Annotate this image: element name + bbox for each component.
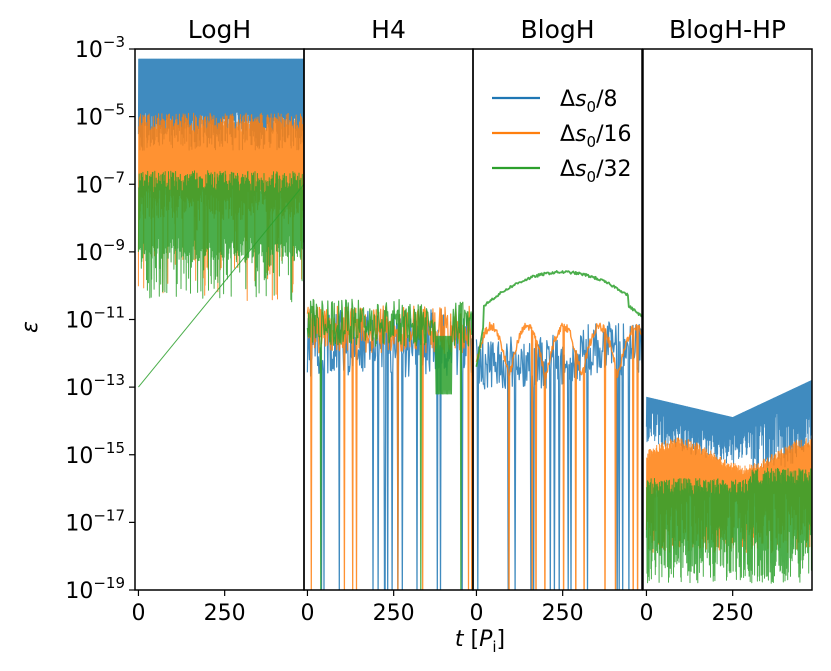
y-tick-label: 10−13 — [65, 371, 125, 401]
legend-label: Δs0/16 — [560, 122, 631, 151]
y-tick-label: 10−15 — [65, 439, 125, 469]
x-tick-label: 250 — [712, 601, 754, 626]
panel-title: BlogH-HP — [669, 15, 786, 44]
axes-layer — [129, 48, 813, 596]
series-H4-ds32 — [306, 298, 473, 590]
legend-label: Δs0/8 — [560, 87, 618, 116]
x-tick-label: 250 — [204, 601, 246, 626]
x-tick-label: 0 — [131, 601, 145, 626]
y-tick-label: 10−5 — [75, 101, 125, 131]
legend-label: Δs0/32 — [560, 157, 631, 186]
x-tick-label: 0 — [469, 601, 483, 626]
text-layer: LogH 0 250 H4 0 250 BlogH 0 250 BlogH-HP 0 250 10−3 1… — [18, 15, 786, 656]
series-BlogH-HP-ds8 — [645, 380, 812, 483]
x-tick-label: 250 — [373, 601, 415, 626]
legend-entry: Δs0/16 — [492, 122, 631, 151]
panel-title: BlogH — [520, 15, 594, 44]
x-tick-label: 0 — [300, 601, 314, 626]
axes-frame-BlogH-HP — [642, 48, 813, 591]
y-tick-label: 10−17 — [65, 506, 125, 536]
series-BlogH-ds32 — [475, 270, 642, 367]
series-BlogH-HP-ds32 — [645, 467, 812, 584]
y-tick-label: 10−19 — [65, 574, 125, 604]
x-tick-label: 250 — [542, 601, 584, 626]
y-tick-label: 10−7 — [75, 168, 125, 198]
series-LogH-ds32 — [137, 170, 304, 303]
y-tick-label: 10−3 — [75, 33, 125, 63]
panel-title: LogH — [188, 15, 251, 44]
series-BlogH-ds16 — [475, 321, 642, 590]
series-BlogH-ds8 — [475, 321, 642, 590]
y-tick-label: 10−9 — [75, 236, 125, 266]
y-axis-label: ε — [18, 321, 43, 333]
y-tick-label: 10−11 — [65, 304, 125, 334]
x-axis-label: t [Pi] — [455, 627, 505, 656]
series-LogH-ds16 — [137, 112, 304, 301]
panel-title: H4 — [371, 15, 406, 44]
legend-entry: Δs0/32 — [492, 157, 631, 186]
data-layer — [137, 58, 812, 590]
axes-frame-BlogH — [472, 48, 643, 591]
legend-entry: Δs0/8 — [492, 87, 618, 116]
x-tick-label: 0 — [639, 601, 653, 626]
series-LogH-ds32-start — [138, 183, 304, 388]
